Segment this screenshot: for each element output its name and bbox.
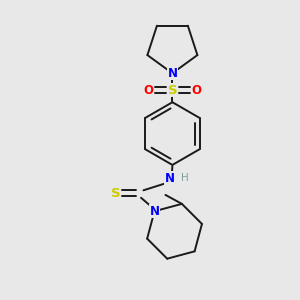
Text: O: O	[143, 84, 154, 97]
Text: N: N	[149, 205, 160, 218]
Text: S: S	[168, 84, 177, 97]
Text: N: N	[164, 172, 174, 185]
Text: H: H	[181, 173, 188, 183]
Text: O: O	[191, 84, 201, 97]
Text: S: S	[111, 187, 121, 200]
Text: N: N	[167, 67, 177, 80]
